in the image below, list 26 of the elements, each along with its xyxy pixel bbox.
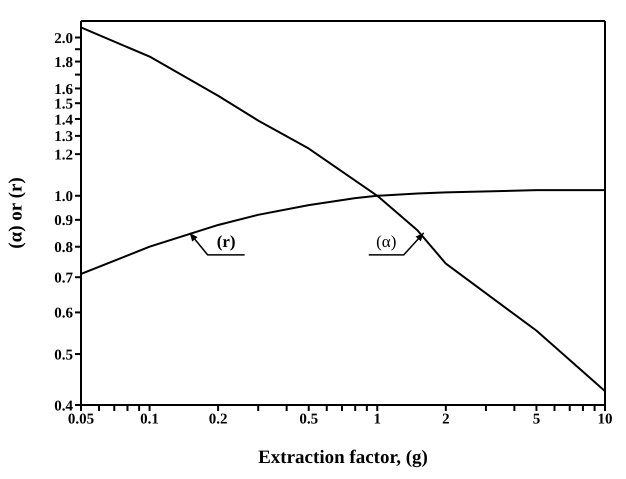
x-tick-label: 0.1	[140, 412, 159, 428]
annotation: (r)	[216, 232, 236, 251]
y-tick-label: 0.4	[54, 398, 74, 414]
y-tick-label: 0.8	[54, 240, 73, 256]
x-tick-label: 0.2	[208, 412, 228, 428]
y-tick-label: 1.2	[54, 147, 73, 164]
y-tick-label: 0.6	[54, 306, 74, 322]
x-axis-title: Extraction factor, (g)	[258, 447, 428, 468]
annotation: (α)	[376, 232, 396, 251]
y-tick-label: 1.3	[54, 129, 73, 146]
y-tick-label: 0.9	[54, 213, 73, 230]
y-tick-label: 1.4	[54, 112, 74, 128]
x-tick-label: 5	[532, 412, 540, 428]
x-tick-label: 1	[374, 412, 382, 428]
x-tick-label: 2	[442, 412, 450, 428]
y-tick-label: 1.5	[54, 96, 73, 113]
y-tick-label: 0.5	[54, 347, 73, 364]
y-tick-label: 1.8	[54, 54, 73, 71]
x-tick-label: 10	[598, 412, 612, 428]
y-tick-label: 2.0	[54, 30, 73, 47]
y-axis-title: (α) or (r)	[6, 177, 27, 249]
y-tick-label: 0.7	[54, 270, 74, 287]
x-tick-label: 0.05	[68, 412, 94, 428]
x-tick-label: 0.5	[299, 412, 318, 428]
y-tick-label: 1.0	[54, 189, 73, 206]
y-tick-label: 1.6	[54, 82, 74, 98]
